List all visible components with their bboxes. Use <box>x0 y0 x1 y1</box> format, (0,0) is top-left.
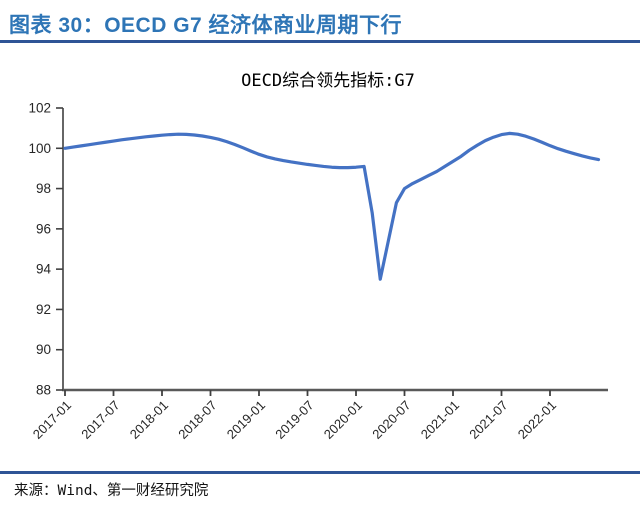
x-tick-label: 2021-07 <box>466 398 510 442</box>
title-divider <box>0 40 640 43</box>
x-tick-label: 2020-01 <box>321 398 365 442</box>
x-tick-label: 2019-07 <box>272 398 316 442</box>
y-tick-label: 98 <box>36 181 51 196</box>
x-tick-label: 2021-01 <box>418 398 462 442</box>
x-tick-label: 2022-01 <box>515 398 559 442</box>
y-tick-label: 88 <box>36 383 51 398</box>
y-tick-label: 92 <box>36 302 51 317</box>
x-tick-label: 2017-01 <box>30 398 74 442</box>
source-note: 来源：Wind、第一财经研究院 <box>14 483 209 499</box>
x-tick-label: 2020-07 <box>369 398 413 442</box>
x-tick-label: 2018-01 <box>127 398 171 442</box>
cli-line <box>63 131 601 281</box>
footer-divider <box>0 471 640 474</box>
y-tick-label: 96 <box>36 221 51 236</box>
y-tick-label: 90 <box>36 342 51 357</box>
y-tick-label: 102 <box>28 101 51 116</box>
y-tick-label: 100 <box>28 141 51 156</box>
x-tick-label: 2018-07 <box>175 398 219 442</box>
y-tick-label: 94 <box>36 262 52 277</box>
chart-title: OECD综合领先指标:G7 <box>241 71 415 91</box>
x-tick-label: 2019-01 <box>224 398 268 442</box>
figure-title: 图表 30：OECD G7 经济体商业周期下行 <box>9 14 403 37</box>
x-tick-label: 2017-07 <box>78 398 122 442</box>
